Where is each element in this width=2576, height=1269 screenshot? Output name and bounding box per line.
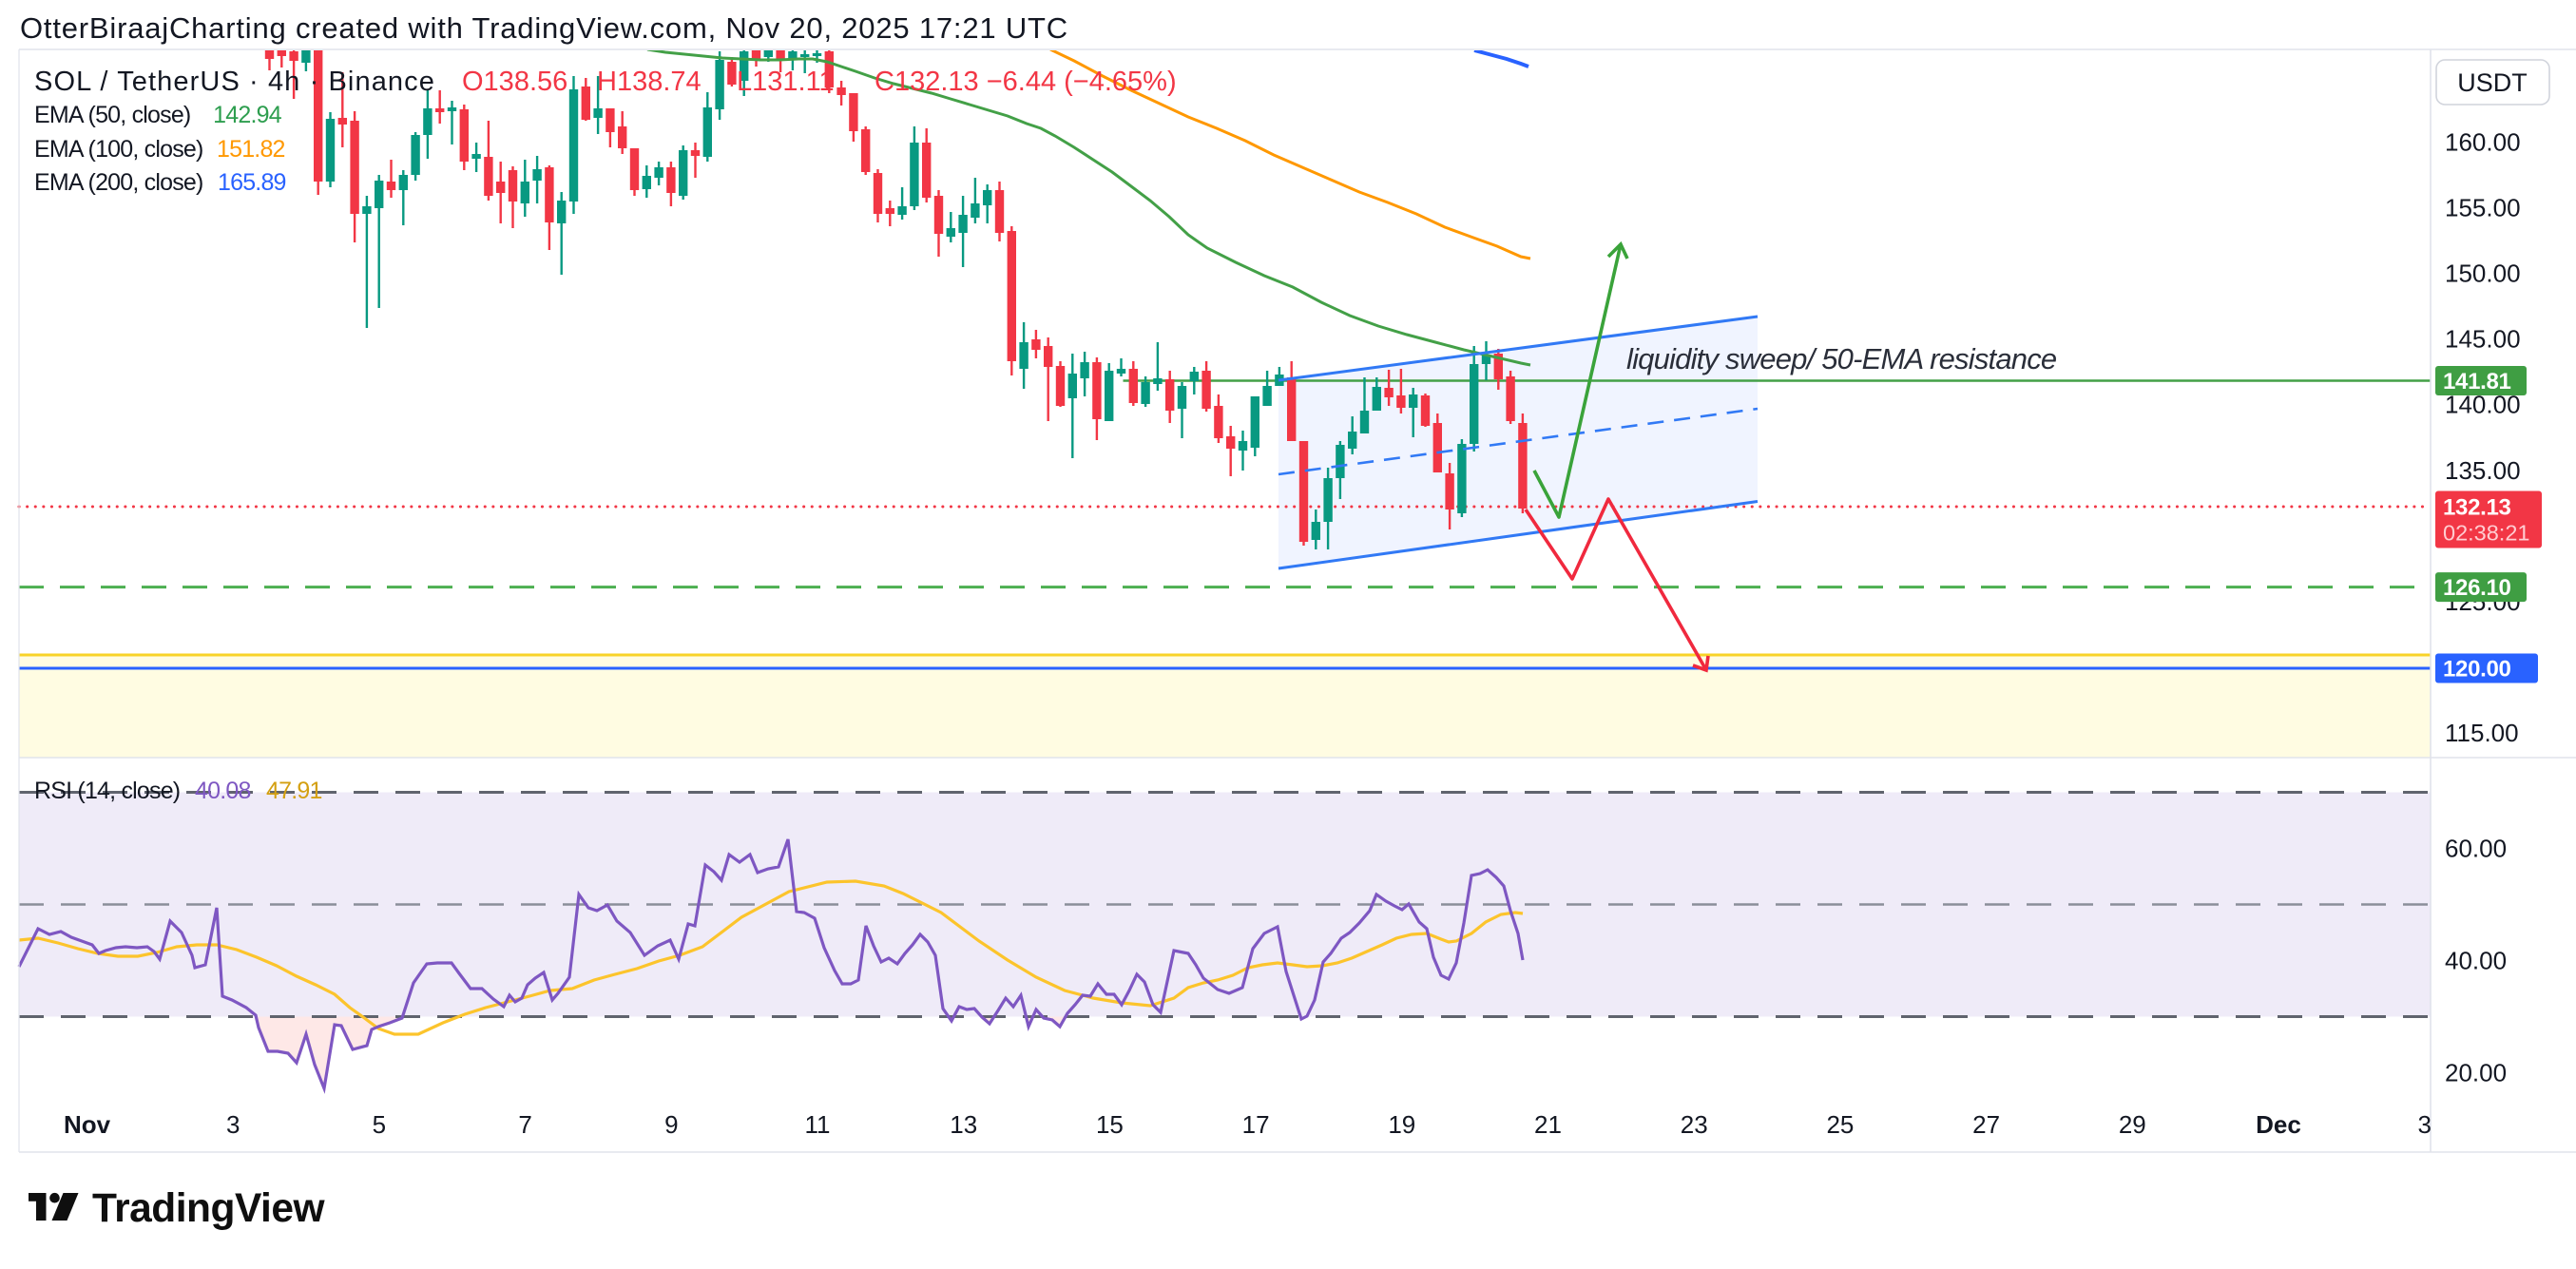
svg-text:20.00: 20.00 (2445, 1059, 2507, 1087)
svg-text:19: 19 (1388, 1110, 1415, 1139)
svg-text:135.00: 135.00 (2445, 456, 2521, 485)
svg-text:Nov: Nov (64, 1110, 111, 1139)
svg-text:EMA (200, close)165.89: EMA (200, close) 165.89 (34, 169, 286, 196)
svg-text:27: 27 (1972, 1110, 2000, 1139)
svg-text:25: 25 (1826, 1110, 1854, 1139)
svg-text:C132.13 −6.44 (−4.65%): C132.13 −6.44 (−4.65%) (875, 67, 1177, 97)
svg-text:7: 7 (518, 1110, 531, 1139)
svg-text:9: 9 (664, 1110, 678, 1139)
svg-text:120.00: 120.00 (2443, 657, 2511, 683)
svg-text:02:38:21: 02:38:21 (2443, 521, 2529, 546)
svg-text:60.00: 60.00 (2445, 835, 2507, 863)
svg-text:17: 17 (1242, 1110, 1270, 1139)
svg-text:OtterBiraajCharting created wi: OtterBiraajCharting created with Trading… (20, 11, 1068, 45)
svg-text:TradingView: TradingView (92, 1186, 326, 1231)
svg-text:141.81: 141.81 (2443, 369, 2511, 394)
svg-text:EMA (100, close)151.82: EMA (100, close) 151.82 (34, 136, 285, 163)
svg-text:21: 21 (1534, 1110, 1562, 1139)
svg-text:23: 23 (1681, 1110, 1708, 1139)
svg-text:EMA (50, close) 142.94: EMA (50, close) 142.94 (34, 102, 282, 128)
svg-text:5: 5 (373, 1110, 386, 1139)
svg-text:USDT: USDT (2457, 68, 2528, 97)
svg-text:145.00: 145.00 (2445, 325, 2521, 354)
svg-text:126.10: 126.10 (2443, 575, 2511, 601)
svg-text:40.00: 40.00 (2445, 947, 2507, 975)
svg-text:13: 13 (950, 1110, 977, 1139)
svg-text:11: 11 (805, 1110, 831, 1139)
svg-text:15: 15 (1096, 1110, 1124, 1139)
svg-text:Dec: Dec (2256, 1110, 2301, 1139)
svg-text:O138.56: O138.56 (462, 67, 567, 97)
svg-text:3: 3 (226, 1110, 240, 1139)
svg-text:160.00: 160.00 (2445, 128, 2521, 157)
svg-text:SOL / TetherUS · 4h · Binance: SOL / TetherUS · 4h · Binance (34, 67, 435, 97)
svg-text:155.00: 155.00 (2445, 194, 2521, 222)
svg-text:3: 3 (2417, 1110, 2431, 1139)
svg-text:H138.74: H138.74 (597, 67, 702, 97)
svg-text:liquidity sweep/ 50-EMA resist: liquidity sweep/ 50-EMA resistance (1626, 342, 2057, 375)
svg-text:115.00: 115.00 (2445, 719, 2519, 747)
svg-text:29: 29 (2119, 1110, 2146, 1139)
svg-text:L131.11: L131.11 (737, 67, 835, 97)
svg-text:150.00: 150.00 (2445, 260, 2521, 288)
svg-text:132.13: 132.13 (2443, 495, 2511, 521)
